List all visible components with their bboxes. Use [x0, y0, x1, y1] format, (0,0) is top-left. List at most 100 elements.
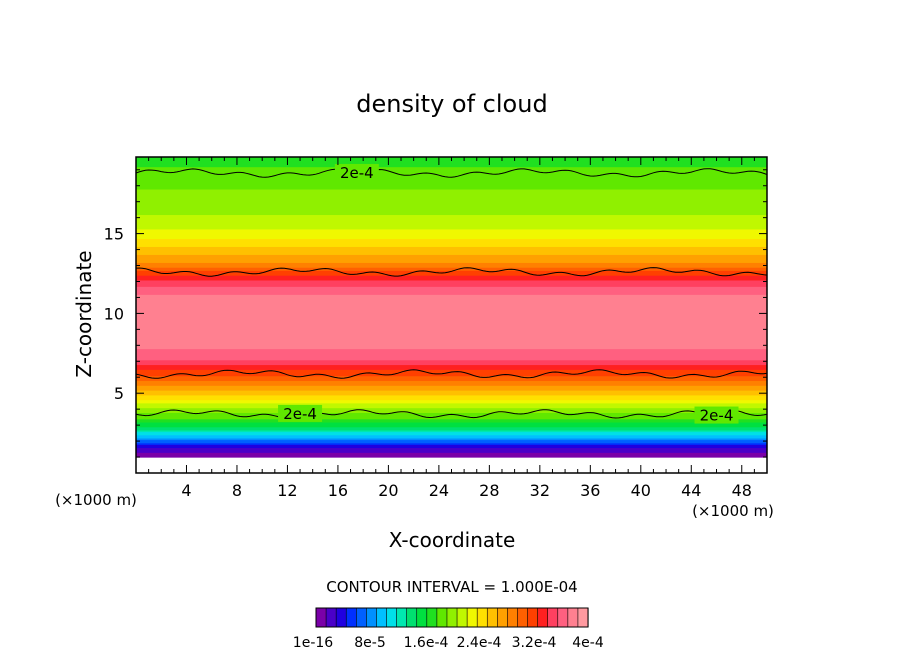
colorbar-tick-label: 2.4e-4 [457, 635, 502, 651]
colorbar-tick-label: 3.2e-4 [512, 635, 557, 651]
contour-band [136, 195, 767, 198]
contour-band [136, 247, 767, 251]
contour-band [136, 394, 767, 397]
contour-band [136, 257, 767, 260]
contour-band [136, 385, 767, 388]
plot-area: 2e-4 2e-4 2e-4 [135, 156, 768, 474]
contour-band [136, 190, 767, 193]
colorbar-swatch [335, 607, 347, 628]
contour-band [136, 421, 767, 425]
contour-band [136, 279, 767, 283]
colorbar-swatch [325, 607, 337, 628]
contour-band [136, 273, 767, 276]
x-axis-label: X-coordinate [389, 528, 516, 552]
contour-band [136, 251, 767, 254]
contour-label: 2e-4 [700, 407, 734, 425]
contour-band [136, 243, 767, 246]
contour-band [136, 209, 767, 212]
contour-band [136, 200, 767, 203]
contour-band [136, 326, 767, 329]
contour-band [136, 308, 767, 311]
contour-band [136, 265, 767, 268]
colorbar [315, 607, 589, 628]
contour-band [136, 453, 767, 457]
contour-band [136, 322, 767, 326]
contour-band [136, 287, 767, 291]
contour-band [136, 177, 767, 180]
contour-band [136, 172, 767, 176]
colorbar-swatch [497, 607, 509, 628]
contour-band [136, 374, 767, 377]
contour-band [136, 203, 767, 206]
contour-band [136, 222, 767, 225]
contour-label-bg [334, 163, 379, 181]
contour-band [136, 233, 767, 236]
colorbar-swatch [366, 607, 378, 628]
contour-band [136, 163, 767, 166]
contour-band [136, 216, 767, 219]
contour-band [136, 262, 767, 265]
contour-band [136, 425, 767, 428]
contour-band [136, 259, 767, 262]
colorbar-frame [315, 607, 589, 628]
x-tick-label: 24 [429, 481, 449, 500]
contour-line [136, 369, 767, 379]
colorbar-tick-label: 4e-4 [572, 635, 604, 651]
contour-band [136, 220, 767, 224]
contour-band [136, 268, 767, 271]
contour-band [136, 208, 767, 211]
contour-band [136, 452, 767, 455]
colorbar-labels: 1e-16 8e-5 1.6e-4 2.4e-4 3.2e-4 4e-4 [293, 635, 604, 651]
contour-band [136, 307, 767, 310]
contour-band [136, 342, 767, 345]
contour-band [136, 324, 767, 327]
colorbar-swatch [517, 607, 529, 628]
contour-band [136, 168, 767, 171]
contour-band [136, 388, 767, 391]
contour-band [136, 228, 767, 232]
contour-band [136, 188, 767, 192]
contour-band [136, 351, 767, 354]
contour-band [136, 180, 767, 184]
contour-line [136, 168, 767, 178]
contour-band [136, 437, 767, 441]
contour-band [136, 413, 767, 417]
contour-band [136, 378, 767, 382]
contour-band [136, 369, 767, 372]
x-axis-units-right: (×1000 m) [692, 502, 774, 520]
colorbar-swatch [345, 607, 357, 628]
y-tick-label: 5 [114, 384, 124, 403]
contour-band [136, 447, 767, 450]
x-tick-label: 36 [580, 481, 600, 500]
contour-band [136, 283, 767, 286]
x-tick-label: 20 [378, 481, 398, 500]
x-tick-label: 32 [530, 481, 550, 500]
contour-label: 2e-4 [283, 405, 317, 423]
contour-band [136, 255, 767, 259]
x-tick-label: 40 [631, 481, 651, 500]
contour-line [136, 267, 767, 277]
contour-band [136, 412, 767, 415]
contour-band [136, 284, 767, 287]
contour-band [136, 361, 767, 364]
colorbar-swatch [456, 607, 468, 628]
y-tick-label: 15 [104, 225, 124, 244]
contour-band [136, 346, 767, 350]
contour-band [136, 329, 767, 332]
x-tick-label: 12 [277, 481, 297, 500]
contour-band [136, 254, 767, 257]
contour-band [136, 391, 767, 394]
contour-band [136, 185, 767, 188]
colorbar-swatch [376, 607, 388, 628]
contour-line [136, 409, 767, 419]
contour-band [136, 169, 767, 172]
colorbar-swatch [537, 607, 549, 628]
colorbar-swatch [446, 607, 458, 628]
contour-band [136, 161, 767, 164]
contour-band [136, 429, 767, 433]
contour-band [136, 449, 767, 452]
y-axis-label: Z-coordinate [72, 250, 96, 377]
contour-band [136, 160, 767, 163]
colorbar-swatch [547, 607, 559, 628]
contour-band [136, 340, 767, 343]
